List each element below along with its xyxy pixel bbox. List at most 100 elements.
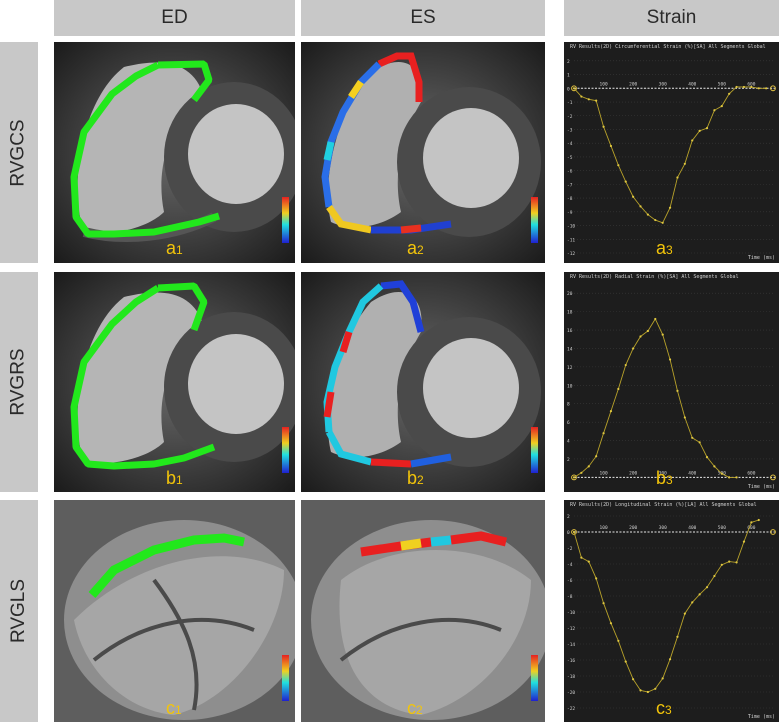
strain-data-point (617, 387, 620, 391)
x-tick-label: 600 (747, 81, 755, 87)
strain-curve-chart: 2018161412108642100200300400500600 (567, 291, 776, 481)
strain-data-point (757, 87, 760, 90)
long-axis-mri-image (54, 500, 295, 722)
x-tick-label: 100 (600, 525, 608, 531)
strain-data-point (691, 601, 694, 604)
sublabel-number: 2 (417, 243, 424, 257)
strain-data-point (572, 87, 576, 90)
strain-data-point (609, 409, 613, 413)
strain-data-point (624, 660, 627, 663)
strain-data-point (624, 363, 627, 367)
strain-data-point (720, 563, 723, 566)
strain-data-point (668, 658, 672, 661)
strain-data-point (580, 556, 583, 559)
y-tick-label: -2 (567, 546, 573, 552)
strain-data-point (580, 95, 583, 98)
strain-plot-title: RV Results(2D) Circumferential Strain (%… (570, 44, 766, 50)
x-tick-label: 400 (688, 525, 696, 531)
sublabel-b2: b2 (407, 468, 424, 489)
baseline-start-marker (571, 85, 577, 92)
row-header-rvgrs: RVGRS (0, 272, 38, 492)
y-tick-label: 16 (567, 328, 573, 334)
strain-data-point (683, 416, 686, 419)
y-tick-label: -6 (567, 169, 573, 175)
x-tick-label: 100 (600, 81, 608, 87)
strain-data-point (698, 129, 701, 132)
y-tick-label: 10 (567, 383, 573, 389)
strain-data-point (624, 180, 627, 183)
header-strain: Strain (564, 0, 779, 36)
strain-curve-line (573, 86, 767, 224)
strain-plot-rvgls: 2 0 -2 -4 -6 -8 -10 -12 -14 -16 -18 -20 -22 100 200 300… (564, 500, 779, 722)
sublabel-letter: b (166, 468, 177, 488)
strain-data-point (705, 456, 709, 459)
strain-plot-rvgcs: 2 1 0 -1 -2 -3 -4 -5 -6 -7 -8 -9 -10 -11 -12 100 200 300 4… (564, 42, 779, 263)
strain-data-point (668, 358, 672, 361)
ed-contour (70, 60, 221, 238)
baseline-start-marker (571, 529, 577, 535)
header-strain-label: Strain (646, 7, 697, 28)
sublabel-number: 1 (176, 473, 183, 487)
strain-data-point (765, 87, 768, 90)
sublabel-c2: c2 (407, 698, 423, 719)
x-tick-label: 300 (659, 525, 667, 531)
strain-data-point (661, 333, 664, 336)
sublabel-letter: a (166, 238, 177, 258)
y-tick-label: 12 (567, 365, 573, 371)
strain-data-point (654, 218, 657, 222)
strain-data-point (705, 127, 709, 130)
y-tick-label: 4 (567, 439, 570, 445)
strain-data-point (728, 560, 731, 563)
y-tick-label: -18 (567, 674, 575, 680)
strain-data-point (595, 99, 598, 102)
sublabel-letter: a (407, 238, 418, 258)
strain-data-point (646, 213, 649, 216)
strain-data-point (698, 441, 701, 444)
strain-data-point (654, 687, 657, 690)
strain-data-point (632, 195, 635, 198)
strain-data-point (683, 162, 686, 165)
baseline-end-marker (770, 474, 776, 481)
strain-data-point (661, 677, 664, 680)
x-tick-label: 200 (629, 81, 637, 87)
strain-data-point (654, 317, 657, 321)
strain-x-label: Time (ms) (747, 484, 775, 490)
strain-data-point (735, 476, 738, 479)
x-tick-label: 300 (659, 470, 667, 476)
strain-data-point (646, 690, 649, 694)
sublabel-a1: a1 (166, 238, 183, 259)
strain-data-point (713, 574, 716, 578)
row-header-rvgcs-label: RVGCS (8, 118, 30, 187)
strain-data-point (668, 206, 672, 209)
y-tick-label: 0 (567, 86, 570, 92)
y-tick-label: -22 (567, 706, 575, 712)
strain-curve-chart: 2 0 -2 -4 -6 -8 -10 -12 -14 -16 -18 -20 -22 100 200 300… (567, 514, 776, 712)
strain-curve-chart: 2 1 0 -1 -2 -3 -4 -5 -6 -7 -8 -9 -10 -11 -12 100 200 300 4… (567, 59, 776, 257)
strain-data-point (602, 432, 605, 435)
strain-plot-title: RV Results(2D) Radial Strain (%)[SA] All… (570, 274, 739, 280)
strain-data-point (676, 389, 679, 392)
y-tick-label: -12 (567, 626, 575, 632)
y-tick-label: 18 (567, 310, 573, 316)
sublabel-letter: c (166, 698, 175, 718)
strain-data-point (602, 125, 605, 128)
strain-curve-line (573, 519, 759, 693)
y-tick-label: 6 (567, 420, 570, 426)
header-es: ES (301, 0, 545, 36)
sublabel-a2: a2 (407, 238, 424, 259)
strain-data-point (742, 85, 746, 89)
short-axis-mri-image (301, 272, 545, 492)
strain-data-point (735, 85, 738, 89)
x-tick-label: 400 (688, 81, 696, 87)
header-es-label: ES (410, 7, 436, 28)
x-tick-label: 600 (747, 525, 755, 531)
strain-data-point (698, 593, 701, 596)
y-tick-label: -10 (567, 224, 575, 230)
y-tick-label: -3 (567, 127, 573, 133)
y-tick-label: 1 (567, 73, 570, 79)
mri-panel-ed-rvgcs: a1 (54, 42, 295, 263)
mri-panel-es-rvgls: c2 (301, 500, 545, 722)
y-tick-label: 2 (567, 59, 570, 65)
strain-data-point (691, 436, 694, 439)
strain-x-label: Time (ms) (747, 714, 775, 720)
